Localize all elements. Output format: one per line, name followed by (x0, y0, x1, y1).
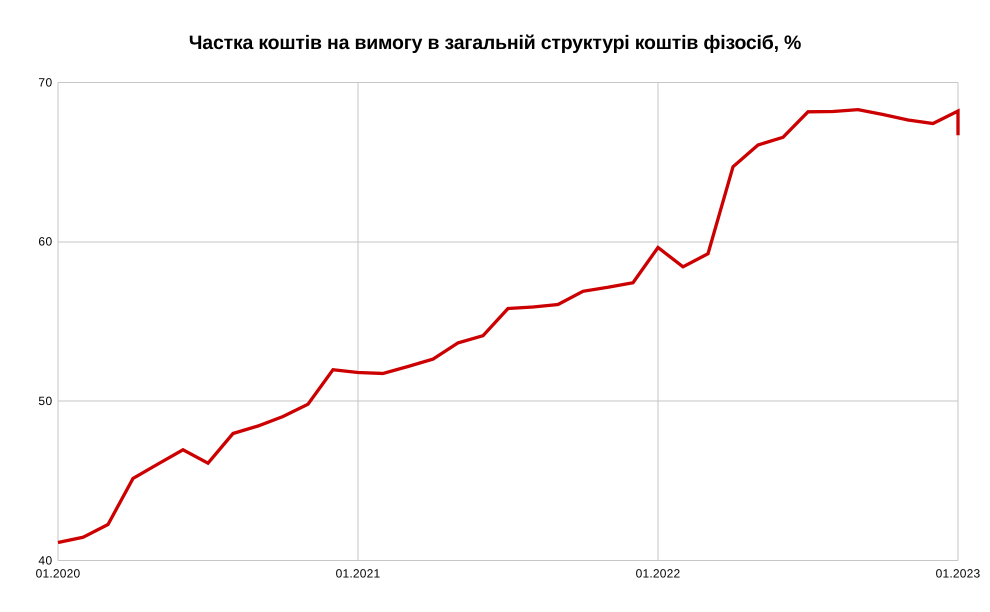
svg-text:40: 40 (38, 554, 52, 568)
svg-text:Частка коштів на вимогу в зага: Частка коштів на вимогу в загальній стру… (189, 32, 801, 54)
svg-text:01.2020: 01.2020 (36, 567, 81, 581)
svg-text:60: 60 (38, 235, 52, 249)
svg-text:01.2023: 01.2023 (936, 567, 981, 581)
svg-text:70: 70 (38, 75, 52, 89)
svg-text:01.2021: 01.2021 (336, 567, 381, 581)
svg-text:01.2022: 01.2022 (636, 567, 681, 581)
svg-text:50: 50 (38, 394, 52, 408)
